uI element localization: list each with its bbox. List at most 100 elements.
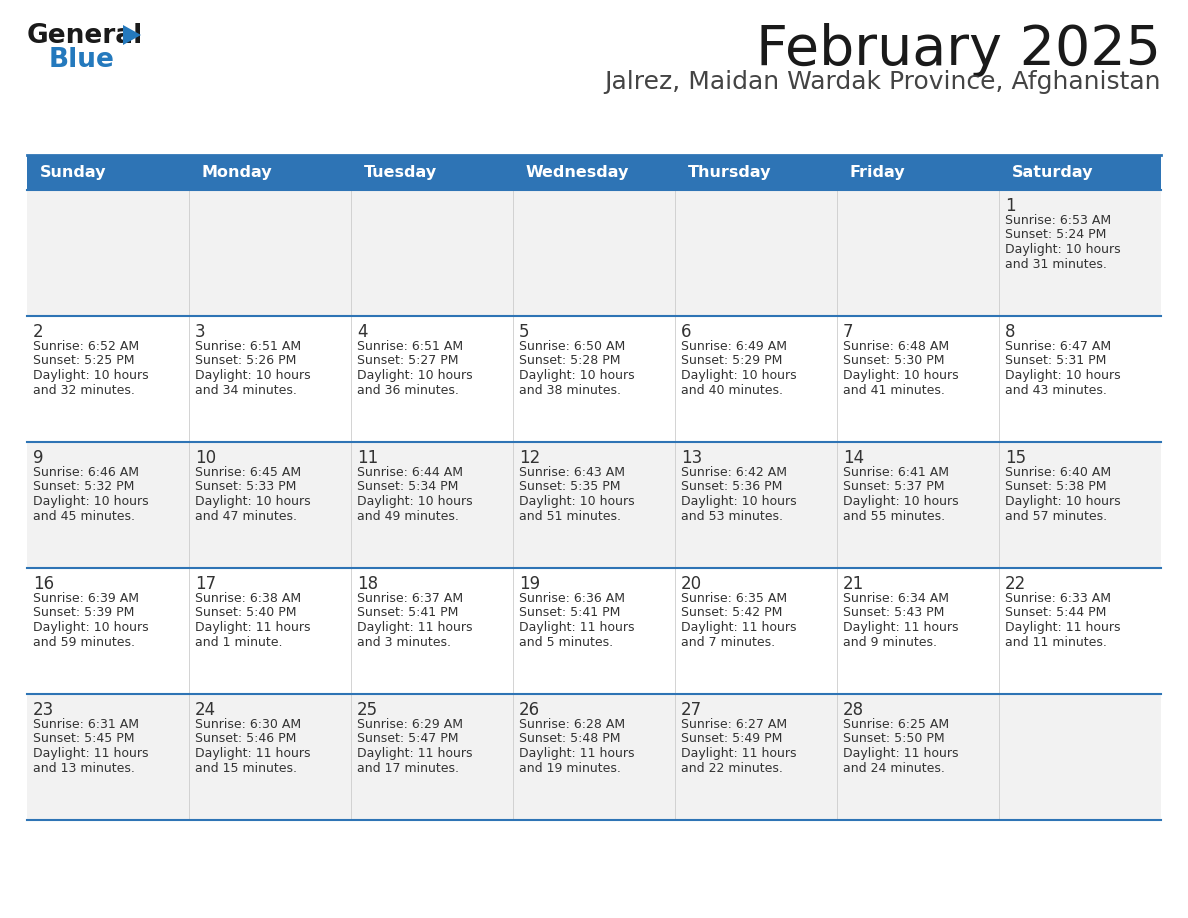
Bar (27, 190, 1161, 316)
Text: Sunset: 5:32 PM: Sunset: 5:32 PM (33, 480, 134, 494)
Text: February 2025: February 2025 (756, 23, 1161, 77)
Text: Sunrise: 6:46 AM: Sunrise: 6:46 AM (33, 466, 139, 479)
Text: and 32 minutes.: and 32 minutes. (33, 384, 135, 397)
Text: Sunrise: 6:29 AM: Sunrise: 6:29 AM (358, 718, 463, 731)
Text: and 17 minutes.: and 17 minutes. (358, 762, 459, 775)
Text: Sunrise: 6:53 AM: Sunrise: 6:53 AM (1005, 214, 1111, 227)
Text: 18: 18 (358, 575, 378, 593)
Text: Sunrise: 6:39 AM: Sunrise: 6:39 AM (33, 592, 139, 605)
Text: Daylight: 11 hours: Daylight: 11 hours (843, 621, 959, 634)
Text: Daylight: 10 hours: Daylight: 10 hours (358, 369, 473, 382)
Text: Sunrise: 6:33 AM: Sunrise: 6:33 AM (1005, 592, 1111, 605)
Text: Sunrise: 6:40 AM: Sunrise: 6:40 AM (1005, 466, 1111, 479)
Text: Daylight: 10 hours: Daylight: 10 hours (33, 495, 148, 508)
Text: Sunrise: 6:43 AM: Sunrise: 6:43 AM (519, 466, 625, 479)
Text: and 45 minutes.: and 45 minutes. (33, 509, 135, 522)
Text: Sunrise: 6:51 AM: Sunrise: 6:51 AM (195, 340, 301, 353)
Text: Sunset: 5:31 PM: Sunset: 5:31 PM (1005, 354, 1106, 367)
Text: and 7 minutes.: and 7 minutes. (681, 635, 775, 648)
Text: 23: 23 (33, 701, 55, 719)
Text: Daylight: 10 hours: Daylight: 10 hours (33, 621, 148, 634)
Text: Sunset: 5:26 PM: Sunset: 5:26 PM (195, 354, 296, 367)
Text: Sunrise: 6:28 AM: Sunrise: 6:28 AM (519, 718, 625, 731)
Text: Thursday: Thursday (688, 165, 771, 180)
Text: 10: 10 (195, 449, 216, 467)
Text: Sunset: 5:46 PM: Sunset: 5:46 PM (195, 733, 296, 745)
Text: and 22 minutes.: and 22 minutes. (681, 762, 783, 775)
Text: Sunset: 5:42 PM: Sunset: 5:42 PM (681, 607, 783, 620)
Text: Sunrise: 6:48 AM: Sunrise: 6:48 AM (843, 340, 949, 353)
Text: and 43 minutes.: and 43 minutes. (1005, 384, 1107, 397)
Text: Daylight: 11 hours: Daylight: 11 hours (195, 621, 310, 634)
Text: 13: 13 (681, 449, 702, 467)
Text: Daylight: 11 hours: Daylight: 11 hours (681, 747, 796, 760)
Text: 2: 2 (33, 323, 44, 341)
Text: Sunrise: 6:50 AM: Sunrise: 6:50 AM (519, 340, 625, 353)
Text: 24: 24 (195, 701, 216, 719)
Text: 5: 5 (519, 323, 530, 341)
Text: 25: 25 (358, 701, 378, 719)
Text: Sunset: 5:38 PM: Sunset: 5:38 PM (1005, 480, 1106, 494)
Text: Daylight: 11 hours: Daylight: 11 hours (681, 621, 796, 634)
Text: Sunset: 5:35 PM: Sunset: 5:35 PM (519, 480, 620, 494)
Text: Sunrise: 6:25 AM: Sunrise: 6:25 AM (843, 718, 949, 731)
Text: and 19 minutes.: and 19 minutes. (519, 762, 621, 775)
Text: 1: 1 (1005, 197, 1016, 215)
Text: Sunrise: 6:36 AM: Sunrise: 6:36 AM (519, 592, 625, 605)
Text: Sunrise: 6:44 AM: Sunrise: 6:44 AM (358, 466, 463, 479)
Text: Friday: Friday (849, 165, 905, 180)
Text: and 36 minutes.: and 36 minutes. (358, 384, 459, 397)
Text: Sunrise: 6:51 AM: Sunrise: 6:51 AM (358, 340, 463, 353)
Bar (27, 568, 1161, 694)
Text: General: General (27, 23, 144, 49)
Text: Jalrez, Maidan Wardak Province, Afghanistan: Jalrez, Maidan Wardak Province, Afghanis… (605, 70, 1161, 94)
Text: and 47 minutes.: and 47 minutes. (195, 509, 297, 522)
Text: and 1 minute.: and 1 minute. (195, 635, 283, 648)
Text: Sunset: 5:40 PM: Sunset: 5:40 PM (195, 607, 297, 620)
Text: Sunset: 5:48 PM: Sunset: 5:48 PM (519, 733, 620, 745)
Text: and 3 minutes.: and 3 minutes. (358, 635, 451, 648)
Text: 4: 4 (358, 323, 367, 341)
Text: Sunrise: 6:42 AM: Sunrise: 6:42 AM (681, 466, 786, 479)
Bar (27, 155, 1161, 190)
Text: Sunset: 5:25 PM: Sunset: 5:25 PM (33, 354, 134, 367)
Text: Wednesday: Wednesday (526, 165, 630, 180)
Text: Sunset: 5:41 PM: Sunset: 5:41 PM (358, 607, 459, 620)
Text: and 49 minutes.: and 49 minutes. (358, 509, 459, 522)
Text: 27: 27 (681, 701, 702, 719)
Text: Sunset: 5:50 PM: Sunset: 5:50 PM (843, 733, 944, 745)
Text: Sunrise: 6:30 AM: Sunrise: 6:30 AM (195, 718, 301, 731)
Text: Daylight: 10 hours: Daylight: 10 hours (33, 369, 148, 382)
Text: Sunrise: 6:45 AM: Sunrise: 6:45 AM (195, 466, 301, 479)
Text: 12: 12 (519, 449, 541, 467)
Text: Sunrise: 6:52 AM: Sunrise: 6:52 AM (33, 340, 139, 353)
Polygon shape (124, 25, 141, 45)
Bar (27, 316, 1161, 442)
Text: and 24 minutes.: and 24 minutes. (843, 762, 944, 775)
Text: Sunrise: 6:31 AM: Sunrise: 6:31 AM (33, 718, 139, 731)
Text: Sunset: 5:45 PM: Sunset: 5:45 PM (33, 733, 134, 745)
Text: Daylight: 11 hours: Daylight: 11 hours (843, 747, 959, 760)
Text: 6: 6 (681, 323, 691, 341)
Text: 7: 7 (843, 323, 853, 341)
Text: Sunset: 5:24 PM: Sunset: 5:24 PM (1005, 229, 1106, 241)
Text: Sunrise: 6:34 AM: Sunrise: 6:34 AM (843, 592, 949, 605)
Text: Daylight: 10 hours: Daylight: 10 hours (1005, 369, 1120, 382)
Text: and 38 minutes.: and 38 minutes. (519, 384, 621, 397)
Text: Sunset: 5:43 PM: Sunset: 5:43 PM (843, 607, 944, 620)
Text: Daylight: 10 hours: Daylight: 10 hours (1005, 495, 1120, 508)
Text: Sunrise: 6:49 AM: Sunrise: 6:49 AM (681, 340, 786, 353)
Text: Sunday: Sunday (40, 165, 107, 180)
Text: Sunset: 5:47 PM: Sunset: 5:47 PM (358, 733, 459, 745)
Text: and 40 minutes.: and 40 minutes. (681, 384, 783, 397)
Text: Blue: Blue (49, 47, 115, 73)
Text: Sunset: 5:37 PM: Sunset: 5:37 PM (843, 480, 944, 494)
Text: Sunset: 5:34 PM: Sunset: 5:34 PM (358, 480, 459, 494)
Bar (27, 442, 1161, 568)
Text: Daylight: 11 hours: Daylight: 11 hours (519, 621, 634, 634)
Text: Daylight: 10 hours: Daylight: 10 hours (681, 369, 797, 382)
Text: Daylight: 10 hours: Daylight: 10 hours (195, 495, 310, 508)
Text: Sunset: 5:44 PM: Sunset: 5:44 PM (1005, 607, 1106, 620)
Text: and 51 minutes.: and 51 minutes. (519, 509, 621, 522)
Text: Sunset: 5:36 PM: Sunset: 5:36 PM (681, 480, 783, 494)
